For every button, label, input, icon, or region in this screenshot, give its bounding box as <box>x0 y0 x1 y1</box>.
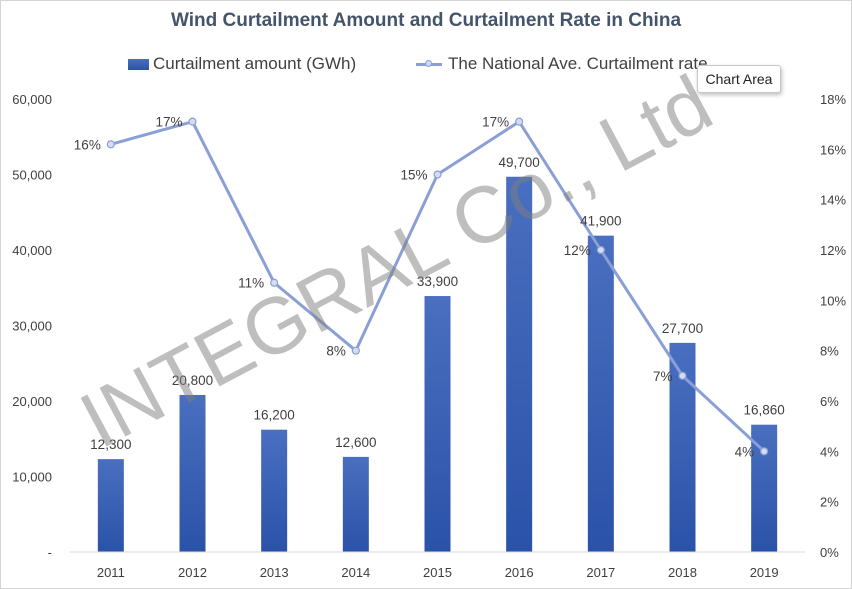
y-right-tick-label: 6% <box>820 394 839 409</box>
x-tick-label: 2017 <box>586 565 615 580</box>
y-right-tick-label: 18% <box>820 92 846 107</box>
y-right-tick-label: 4% <box>820 444 839 459</box>
bar-data-label: 12,300 <box>90 437 131 452</box>
bar-2011 <box>97 459 124 552</box>
legend-line-swatch <box>416 59 442 67</box>
rate-data-label: 11% <box>238 276 264 291</box>
rate-data-label: 8% <box>326 344 346 359</box>
rate-data-label: 4% <box>735 444 755 459</box>
bar-2012 <box>179 394 206 552</box>
legend-item-bars: Curtailment amount (GWh) <box>128 54 356 74</box>
y-left-tick-label: 20,000 <box>12 394 52 409</box>
bar-data-label: 12,600 <box>335 435 376 450</box>
bar-data-label: 16,200 <box>254 408 295 423</box>
bar-2016 <box>506 176 533 552</box>
y-left-tick-label: 30,000 <box>12 319 52 334</box>
bar-2017 <box>587 235 614 552</box>
y-right-tick-label: 14% <box>820 193 846 208</box>
x-tick-label: 2014 <box>341 565 370 580</box>
x-tick-label: 2013 <box>260 565 289 580</box>
y-right-tick-label: 16% <box>820 142 846 157</box>
rate-point-2013 <box>270 278 279 287</box>
bar-data-label: 41,900 <box>580 214 621 229</box>
y-left-tick-label: 50,000 <box>12 168 52 183</box>
legend-bar-label: Curtailment amount (GWh) <box>153 54 357 73</box>
bar-data-label: 16,860 <box>744 403 785 418</box>
rate-point-2012 <box>188 117 197 126</box>
x-tick-label: 2011 <box>97 565 125 580</box>
bar-2013 <box>261 429 288 552</box>
bar-2019 <box>751 424 778 552</box>
rate-point-2016 <box>515 117 524 126</box>
y-left-tick-label: - <box>48 545 52 560</box>
bar-2015 <box>424 296 451 552</box>
y-right-tick-label: 12% <box>820 243 846 258</box>
bar-2014 <box>342 456 369 552</box>
rate-data-label: 15% <box>400 168 427 183</box>
y-left-tick-label: 40,000 <box>12 243 52 258</box>
rate-point-2015 <box>433 170 442 179</box>
x-tick-label: 2019 <box>750 565 779 580</box>
x-tick-label: 2015 <box>423 565 452 580</box>
y-left-tick-label: 60,000 <box>12 92 52 107</box>
rate-point-2014 <box>351 346 360 355</box>
y-right-tick-label: 10% <box>820 293 846 308</box>
chart-area-tooltip: Chart Area <box>697 65 781 93</box>
legend-bar-swatch <box>128 58 149 70</box>
x-tick-label: 2012 <box>178 565 207 580</box>
y-right-tick-label: 0% <box>820 545 839 560</box>
rate-point-2018 <box>678 371 687 380</box>
bar-data-label: 27,700 <box>662 321 703 336</box>
rate-point-2017 <box>596 245 605 255</box>
bar-data-label: 49,700 <box>499 155 540 170</box>
rate-data-label: 17% <box>482 115 509 130</box>
rate-point-2019 <box>760 447 769 456</box>
x-tick-label: 2016 <box>505 565 534 580</box>
legend-item-line: The National Ave. Curtailment rate <box>416 54 708 74</box>
rate-data-label: 16% <box>74 137 101 152</box>
legend: Curtailment amount (GWh) The National Av… <box>0 54 852 78</box>
rate-data-label: 7% <box>653 369 673 384</box>
bar-data-label: 20,800 <box>172 373 213 388</box>
rate-data-label: 17% <box>155 115 182 130</box>
chart-title: Wind Curtailment Amount and Curtailment … <box>170 10 682 31</box>
y-right-tick-label: 2% <box>820 495 839 510</box>
rate-point-2011 <box>106 140 115 149</box>
x-tick-label: 2018 <box>668 565 697 580</box>
y-left-tick-label: 10,000 <box>12 470 52 485</box>
legend-line-label: The National Ave. Curtailment rate <box>448 54 708 73</box>
bar-data-label: 33,900 <box>417 274 458 289</box>
y-right-tick-label: 8% <box>820 344 839 359</box>
rate-data-label: 12% <box>564 243 591 258</box>
